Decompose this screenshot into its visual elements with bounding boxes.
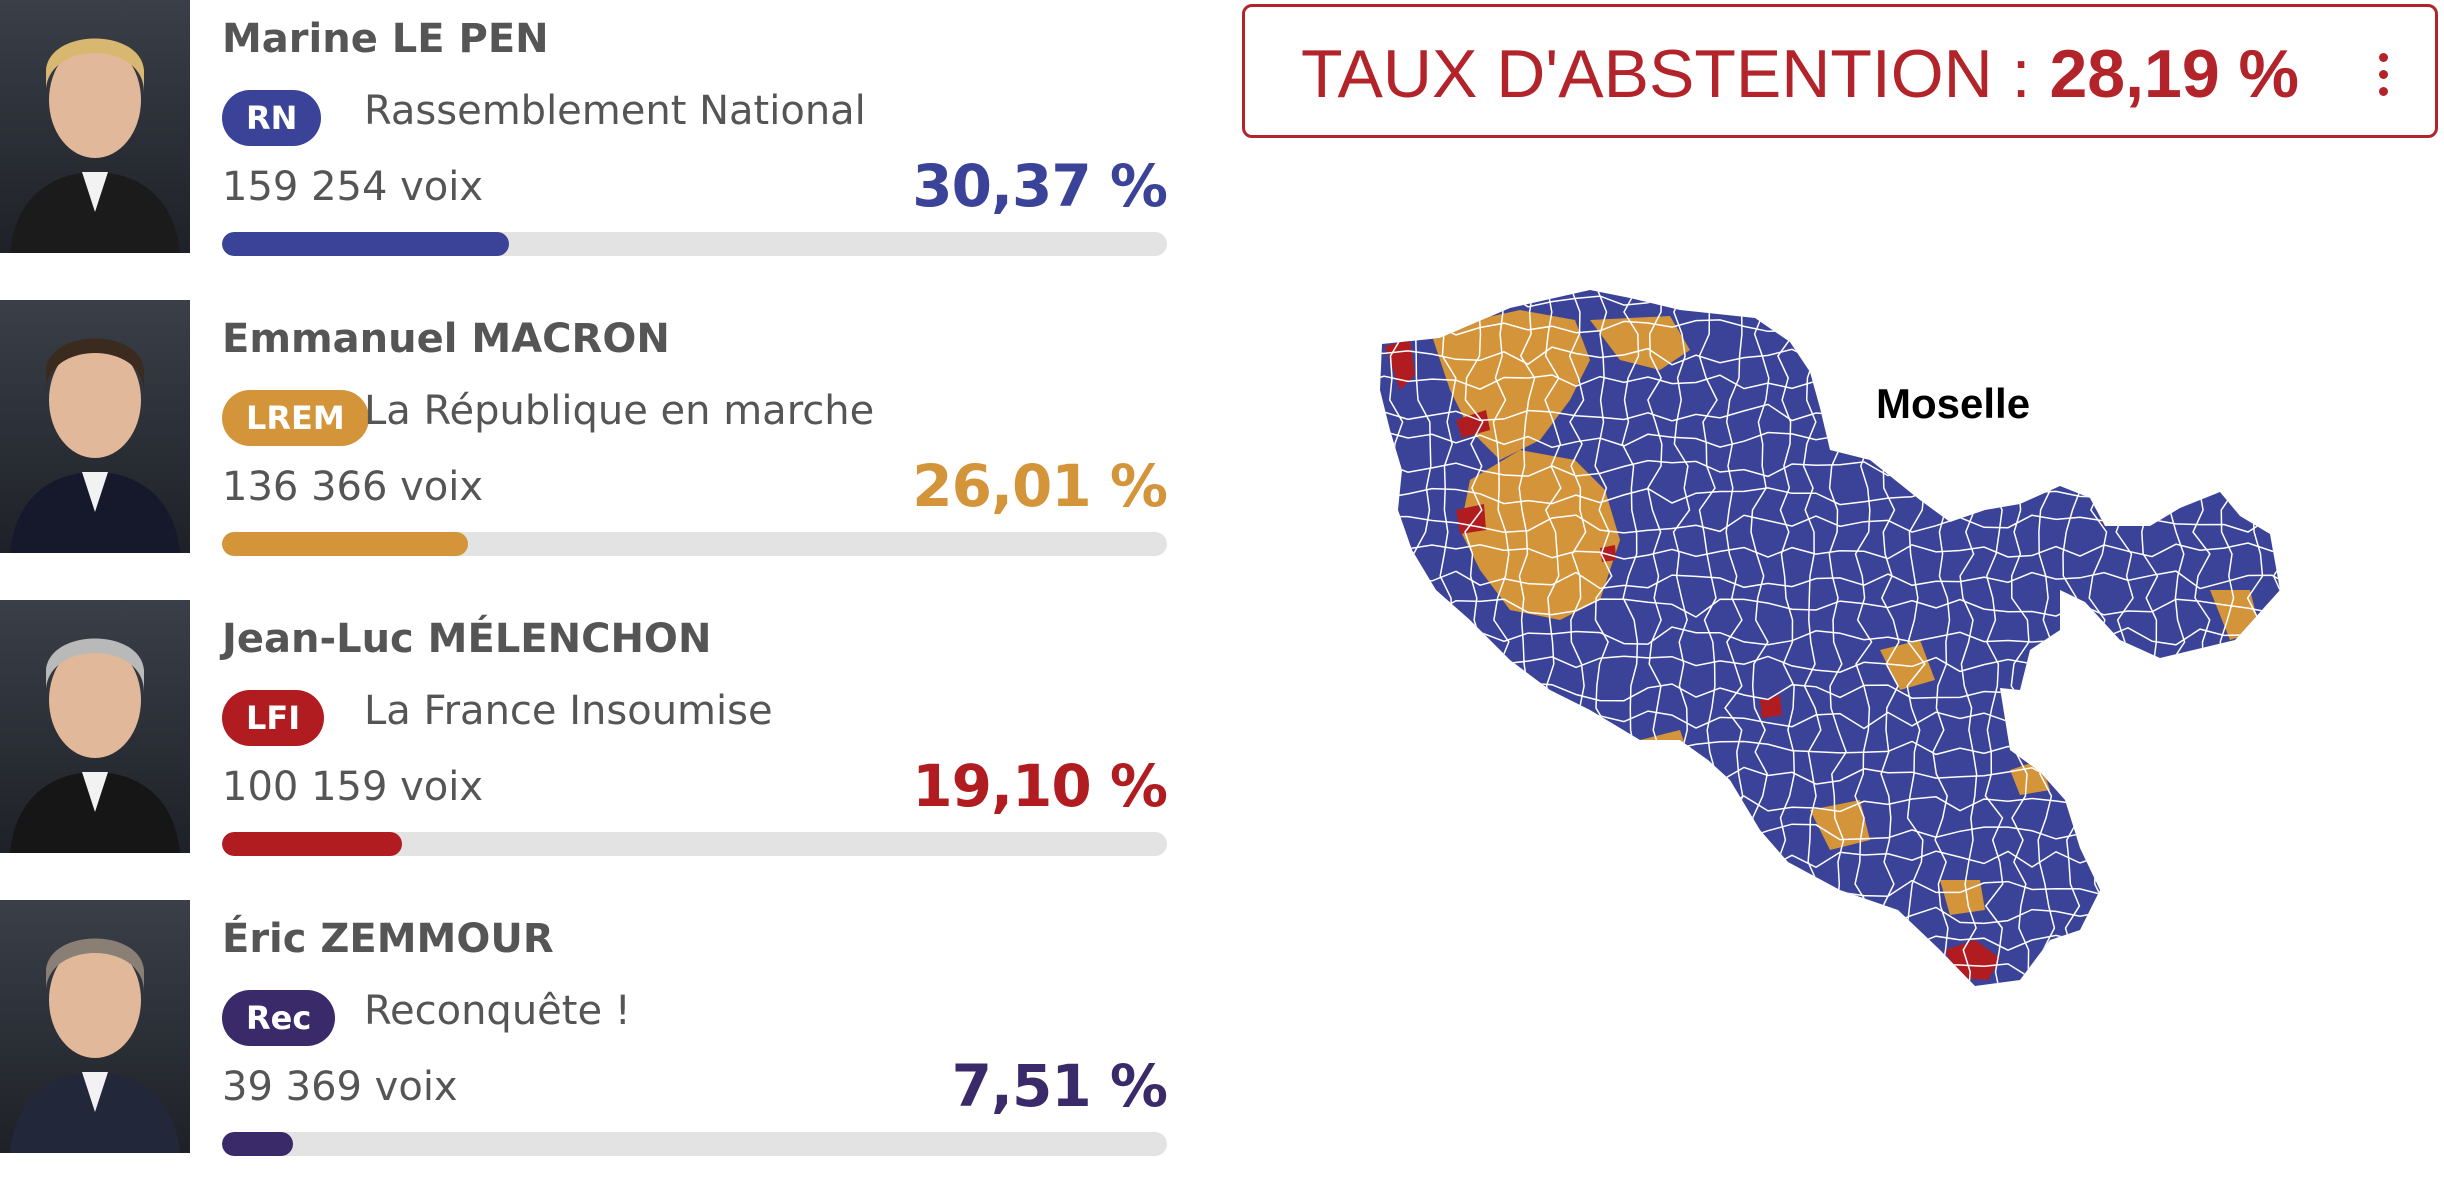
commune-border-line bbox=[2244, 290, 2264, 986]
map-label: Moselle bbox=[1876, 380, 2031, 427]
candidate-card: Jean-Luc MÉLENCHON LFI La France Insoumise… bbox=[0, 600, 1180, 856]
progress-track bbox=[222, 832, 1167, 856]
vote-percent: 19,10 % bbox=[912, 752, 1168, 820]
candidate-card: Éric ZEMMOUR Rec Reconquête ! 39 369 voix 7,… bbox=[0, 900, 1180, 1156]
commune-border-line bbox=[1380, 542, 2280, 560]
commune-border-line bbox=[2297, 290, 2313, 994]
commune-border-line bbox=[1801, 290, 1822, 986]
candidate-name: Emmanuel MACRON bbox=[222, 316, 670, 362]
zone-lfi-thionville bbox=[1456, 410, 1490, 438]
candidate-name: Jean-Luc MÉLENCHON bbox=[222, 616, 712, 662]
commune-border-line bbox=[1361, 290, 1378, 994]
abstention-label: TAUX D'ABSTENTION : bbox=[1301, 36, 2050, 112]
progress-track bbox=[222, 232, 1167, 256]
candidate-name: Marine LE PEN bbox=[222, 16, 549, 62]
zone-lrem-north-east bbox=[1590, 316, 1690, 370]
abstention-value: 28,19 % bbox=[2049, 36, 2299, 112]
abstention-box: TAUX D'ABSTENTION : 28,19 % bbox=[1242, 4, 2438, 138]
commune-border-line bbox=[1380, 291, 2280, 310]
progress-fill bbox=[222, 1132, 293, 1156]
candidate-card: Marine LE PEN RN Rassemblement National 159… bbox=[0, 0, 1180, 256]
vote-percent: 7,51 % bbox=[951, 1052, 1168, 1120]
more-options-icon[interactable] bbox=[2379, 53, 2389, 97]
progress-fill bbox=[222, 232, 509, 256]
vote-percent: 26,01 % bbox=[912, 452, 1168, 520]
zone-lfi-east bbox=[1970, 476, 1988, 498]
party-badge: LREM bbox=[222, 390, 369, 446]
abstention-text: TAUX D'ABSTENTION : 28,19 % bbox=[1245, 7, 2355, 141]
candidate-card: Emmanuel MACRON LREM La République en marc… bbox=[0, 300, 1180, 556]
progress-track bbox=[222, 532, 1167, 556]
progress-track bbox=[222, 1132, 1167, 1156]
commune-border-line bbox=[2324, 290, 2340, 994]
party-name: La République en marche bbox=[364, 388, 875, 434]
party-name: Reconquête ! bbox=[364, 988, 631, 1034]
party-badge: LFI bbox=[222, 690, 325, 746]
candidate-photo bbox=[0, 300, 190, 553]
party-badge: RN bbox=[222, 90, 322, 146]
vote-count: 39 369 voix bbox=[222, 1064, 458, 1110]
party-name: La France Insoumise bbox=[364, 688, 773, 734]
zone-lrem-west bbox=[1390, 590, 1440, 635]
zone-lrem-south-center bbox=[1810, 800, 1870, 850]
commune-results-map bbox=[1360, 290, 2340, 1008]
commune-border-line bbox=[1380, 906, 2280, 926]
zone-lfi-center bbox=[1760, 695, 1782, 718]
zone-lrem-south-east bbox=[1940, 880, 1985, 915]
party-name: Rassemblement National bbox=[364, 88, 866, 134]
zone-lfi-small bbox=[1600, 545, 1616, 562]
progress-fill bbox=[222, 532, 468, 556]
commune-border-line bbox=[1380, 934, 2280, 954]
vote-count: 136 366 voix bbox=[222, 464, 484, 510]
candidate-photo bbox=[0, 600, 190, 853]
candidate-name: Éric ZEMMOUR bbox=[222, 916, 554, 962]
commune-border-line bbox=[2271, 290, 2280, 986]
commune-border-line bbox=[1360, 991, 2320, 1008]
candidate-photo bbox=[0, 0, 190, 253]
party-badge: Rec bbox=[222, 990, 336, 1046]
vote-count: 100 159 voix bbox=[222, 764, 484, 810]
progress-fill bbox=[222, 832, 403, 856]
commune-border-line bbox=[1380, 963, 2280, 982]
vote-count: 159 254 voix bbox=[222, 164, 484, 210]
candidate-photo bbox=[0, 900, 190, 1153]
commune-border-line bbox=[1380, 598, 2280, 618]
vote-percent: 30,37 % bbox=[912, 152, 1168, 220]
